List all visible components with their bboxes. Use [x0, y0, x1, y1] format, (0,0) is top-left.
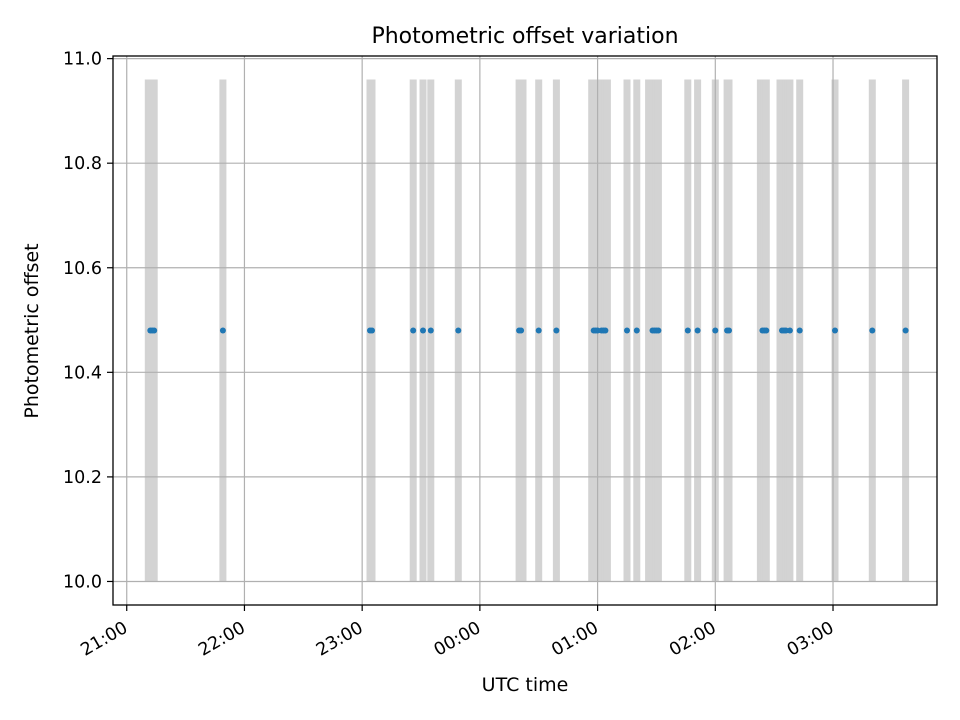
data-point	[869, 327, 876, 334]
data-point	[633, 327, 640, 334]
x-axis-label: UTC time	[482, 674, 569, 696]
data-point	[535, 327, 542, 334]
data-point	[796, 327, 803, 334]
data-point	[455, 327, 462, 334]
data-point	[763, 327, 770, 334]
data-points	[147, 327, 909, 334]
plot-frame	[112, 55, 938, 606]
data-point	[655, 327, 662, 334]
y-tick-label: 10.2	[63, 468, 102, 488]
data-point	[219, 327, 226, 334]
y-tick-label: 10.4	[63, 363, 102, 383]
data-point	[420, 327, 426, 334]
grid-lines	[113, 56, 937, 605]
data-point	[369, 327, 375, 334]
data-point	[410, 327, 417, 334]
data-point	[712, 327, 719, 334]
chart-title: Photometric offset variation	[371, 24, 678, 49]
data-point	[427, 327, 434, 334]
data-point	[602, 327, 609, 334]
data-point	[624, 327, 630, 334]
data-point	[832, 327, 838, 334]
y-tick-label: 10.8	[63, 154, 102, 174]
data-point	[726, 327, 732, 334]
y-axis-label: Photometric offset	[21, 243, 43, 418]
data-point	[684, 327, 691, 334]
data-point	[518, 327, 525, 334]
y-tick-label: 11.0	[63, 50, 102, 70]
data-point	[151, 327, 158, 334]
data-point	[786, 327, 793, 334]
data-point	[902, 327, 909, 334]
y-tick-label: 10.6	[63, 259, 102, 279]
data-point	[694, 327, 701, 334]
y-axis: 10.0 10.2 10.4 10.6 10.8 11.0	[63, 50, 113, 592]
data-point	[553, 327, 560, 334]
y-tick-label: 10.0	[63, 572, 102, 592]
